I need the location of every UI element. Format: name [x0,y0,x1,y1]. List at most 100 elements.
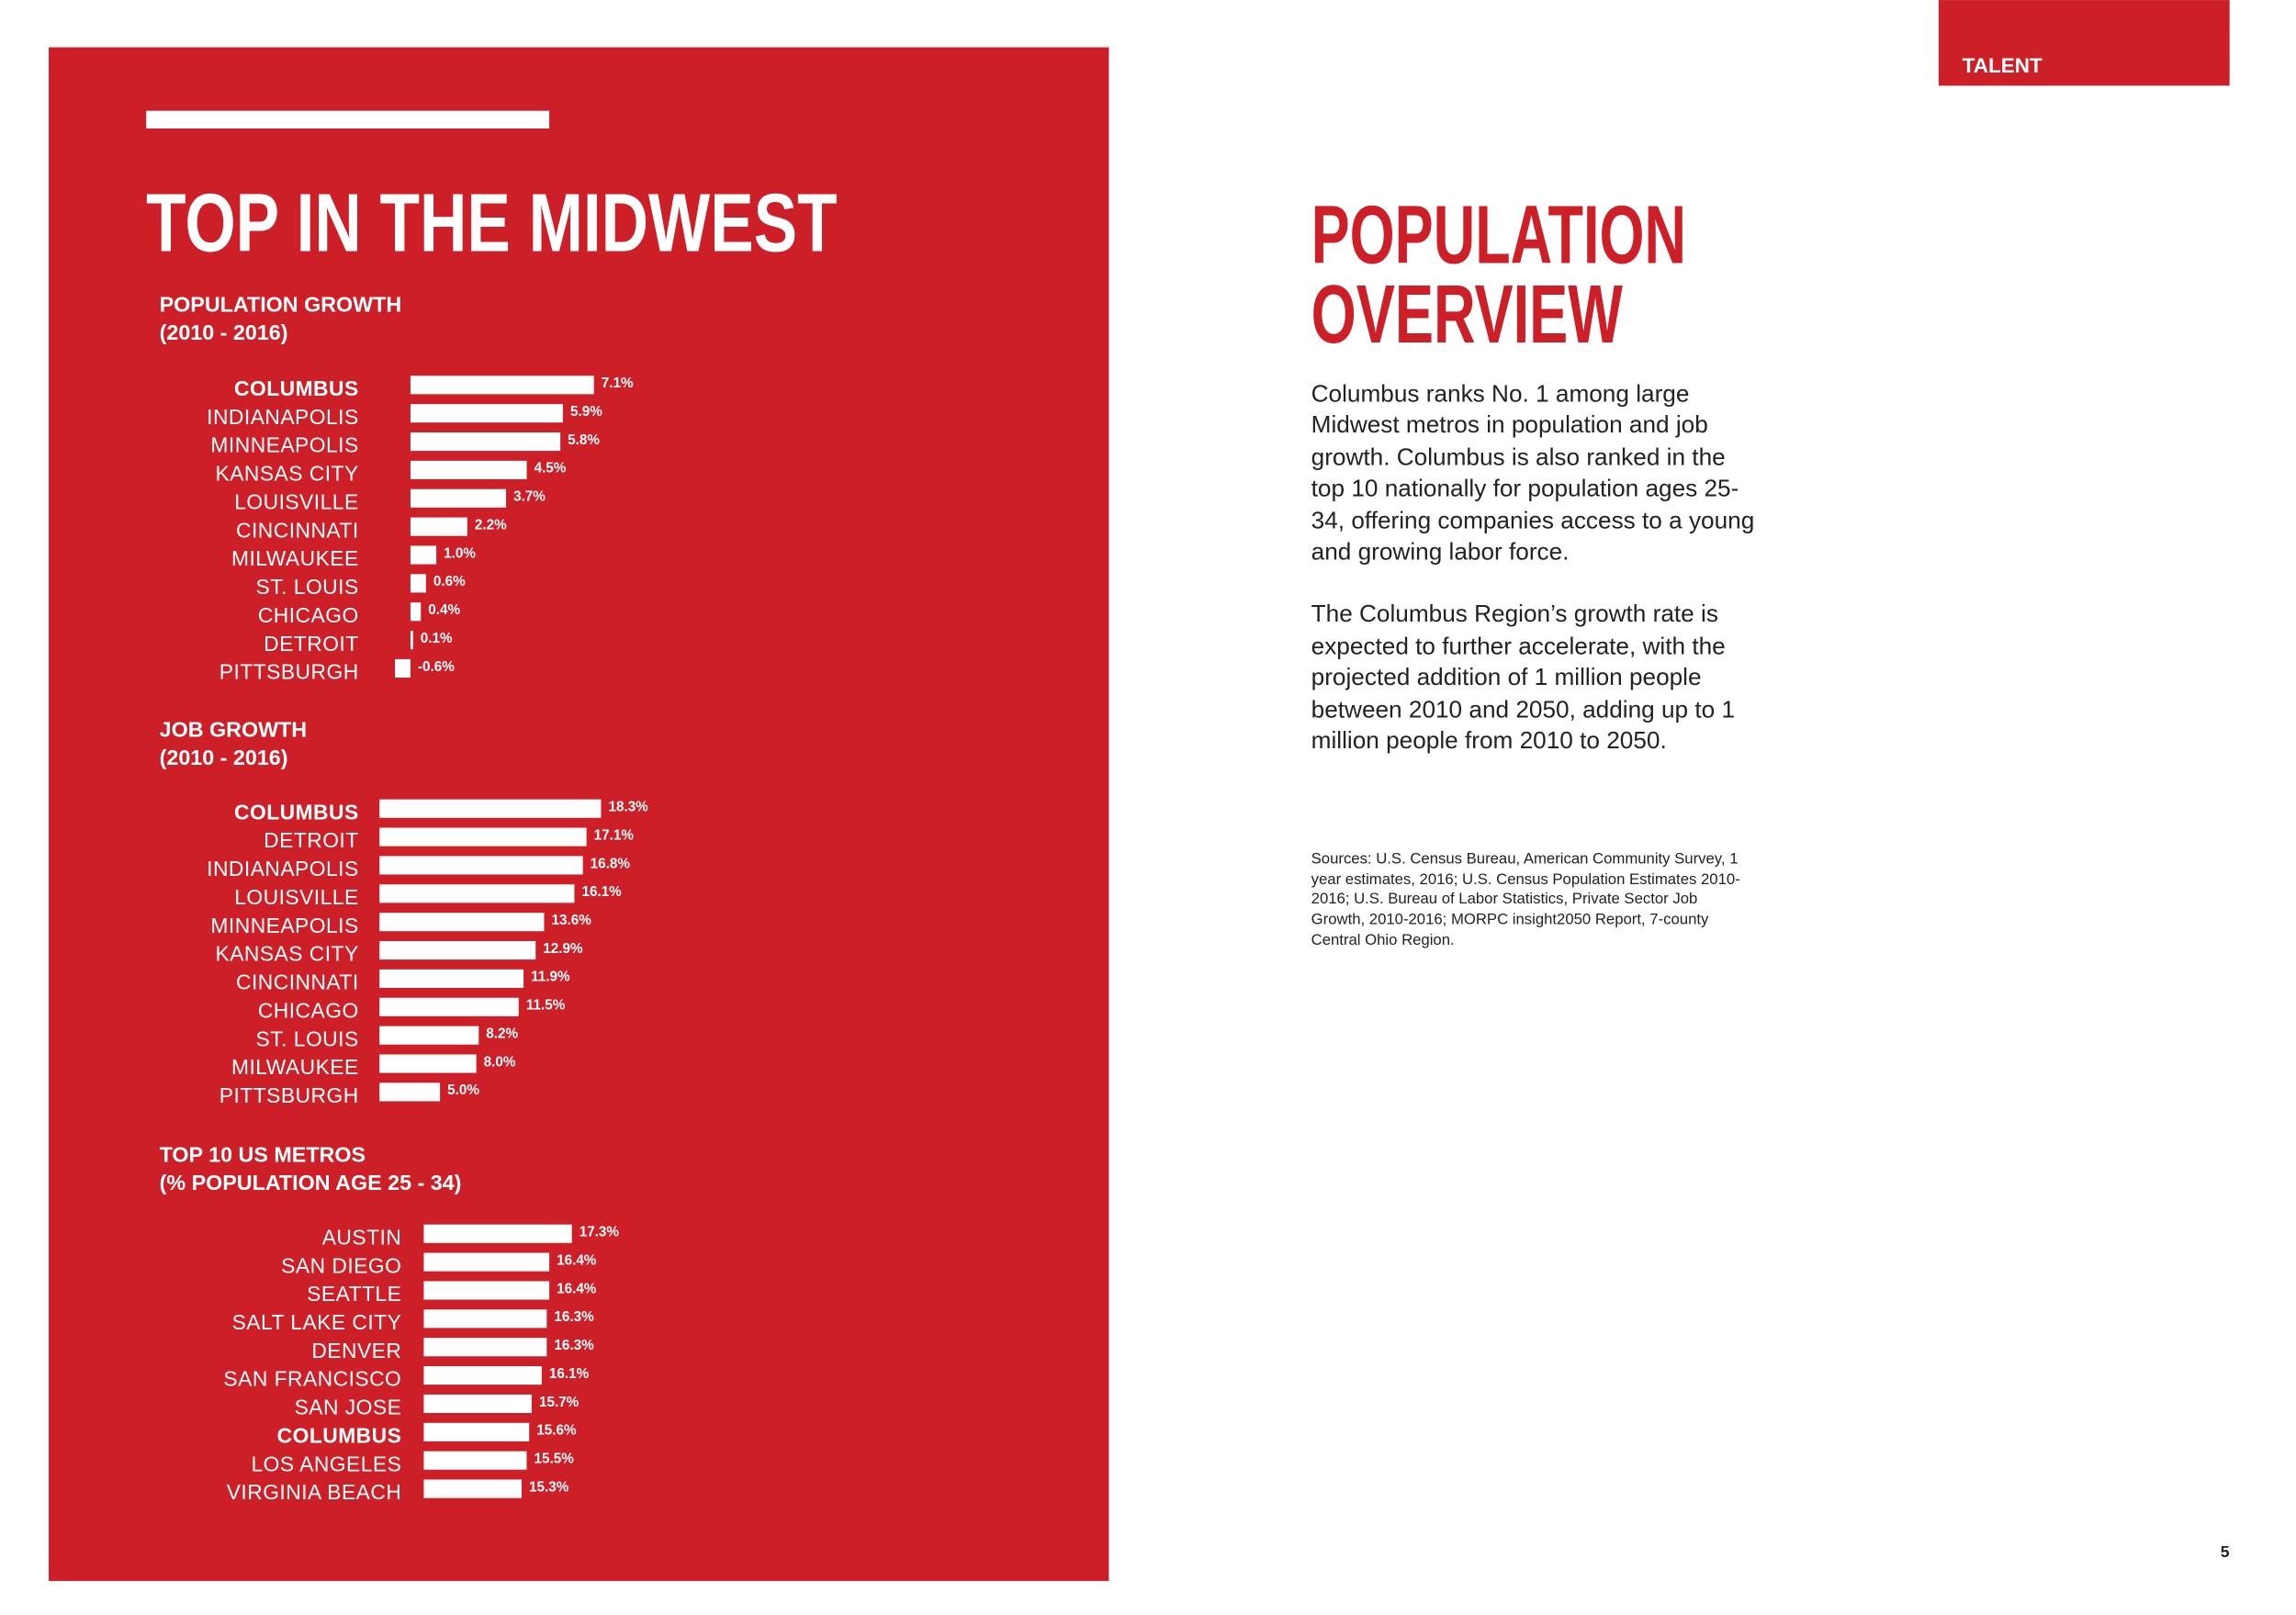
bar [395,658,411,679]
value-label: 16.3% [554,1309,594,1325]
heading-line: POPULATION [1311,188,1686,281]
value-label: 15.6% [536,1423,577,1439]
chart-title: JOB GROWTH [160,717,307,741]
paragraph: Columbus ranks No. 1 among large Midwest… [1311,380,1755,566]
bar [379,827,587,847]
title-rule [146,110,550,129]
value-label: 7.1% [602,376,634,391]
body-text-block: Columbus ranks No. 1 among large Midwest… [1311,379,1761,757]
category-label: CHICAGO [258,998,359,1022]
category-label: ST. LOUIS [256,575,359,599]
bar [379,884,575,903]
category-label: MINNEAPOLIS [210,914,358,937]
category-label: DENVER [311,1339,401,1363]
bar [423,1309,547,1329]
bar [379,856,583,875]
value-label: 15.5% [535,1451,575,1466]
bar [379,913,545,932]
category-label: INDIANAPOLIS [207,405,359,429]
value-label: 5.9% [570,404,602,420]
value-label: 8.2% [486,1026,518,1041]
value-label: 16.3% [554,1338,594,1353]
bar [410,631,413,650]
value-label: 3.7% [513,489,546,505]
category-label: LOUISVILLE [234,489,358,513]
bar [410,460,527,479]
value-label: 1.0% [444,545,476,561]
category-label: MILWAUKEE [231,1055,359,1079]
value-label: 4.5% [535,461,567,477]
category-label: DETROIT [264,632,358,656]
value-label: 18.3% [608,800,648,815]
bar [410,404,563,423]
bar [379,1026,479,1045]
category-label: VIRGINIA BEACH [227,1480,402,1504]
category-label: LOS ANGELES [251,1452,401,1475]
bar [410,488,507,508]
value-label: 5.8% [568,432,600,448]
chart-title: TOP 10 US METROS [160,1142,366,1166]
bar [379,1082,441,1102]
bar [410,545,437,565]
heading-line: OVERVIEW [1311,268,1623,361]
bar [423,1252,550,1272]
bar [410,432,561,452]
value-label: 5.0% [447,1082,479,1098]
value-label: 13.6% [552,913,592,928]
value-label: -0.6% [418,659,455,675]
bar [379,997,519,1016]
category-label: CINCINNATI [236,518,359,542]
category-label: AUSTIN [322,1225,402,1249]
value-label: 16.4% [557,1281,597,1296]
chart-subtitle: (2010 - 2016) [160,320,288,344]
bar [379,969,524,988]
category-label: DETROIT [264,828,358,852]
value-label: 17.3% [580,1225,620,1240]
value-label: 2.2% [475,517,507,533]
paragraph: The Columbus Region’s growth rate is exp… [1311,601,1736,755]
panel-title: TOP IN THE MIDWEST [146,176,837,269]
category-label: COLUMBUS [234,376,359,400]
value-label: 11.5% [526,998,566,1014]
category-label: KANSAS CITY [216,942,359,966]
chart-subtitle: (% POPULATION AGE 25 - 34) [160,1171,462,1194]
category-label: COLUMBUS [277,1423,402,1447]
bar [410,376,594,395]
bar [423,1451,527,1470]
category-label: SALT LAKE CITY [232,1310,402,1334]
bar [410,517,467,536]
category-label: INDIANAPOLIS [207,857,359,880]
category-label: COLUMBUS [234,800,359,824]
value-label: 15.3% [529,1479,569,1495]
value-label: 16.1% [581,884,622,900]
value-label: 15.7% [539,1395,580,1410]
category-label: MINNEAPOLIS [210,433,358,457]
bar [379,1054,477,1073]
bar [423,1338,547,1357]
body-text: Columbus ranks No. 1 among large Midwest… [1311,379,1761,757]
bar [423,1479,523,1498]
bar [423,1281,550,1300]
category-label: PITTSBURGH [219,660,359,684]
value-label: 16.1% [549,1366,590,1382]
bar [423,1394,532,1413]
category-label: SAN FRANCISCO [223,1367,401,1391]
category-label: SAN JOSE [295,1396,402,1419]
value-label: 12.9% [543,941,583,957]
value-label: 17.1% [594,827,635,843]
value-label: 8.0% [484,1054,516,1070]
sources: Sources: U.S. Census Bureau, American Co… [1311,851,1740,949]
category-label: MILWAUKEE [231,546,359,570]
bar [423,1224,572,1243]
category-label: PITTSBURGH [219,1083,359,1107]
sources-text: Sources: U.S. Census Bureau, American Co… [1311,851,1740,949]
bar [410,574,426,593]
category-label: SEATTLE [307,1282,401,1306]
page-number: 5 [2221,1542,2230,1561]
chart-subtitle: (2010 - 2016) [160,746,288,769]
category-label: SAN DIEGO [281,1253,401,1277]
bar [379,940,536,960]
chart-title: POPULATION GROWTH [160,292,402,316]
value-label: 0.4% [428,602,460,618]
